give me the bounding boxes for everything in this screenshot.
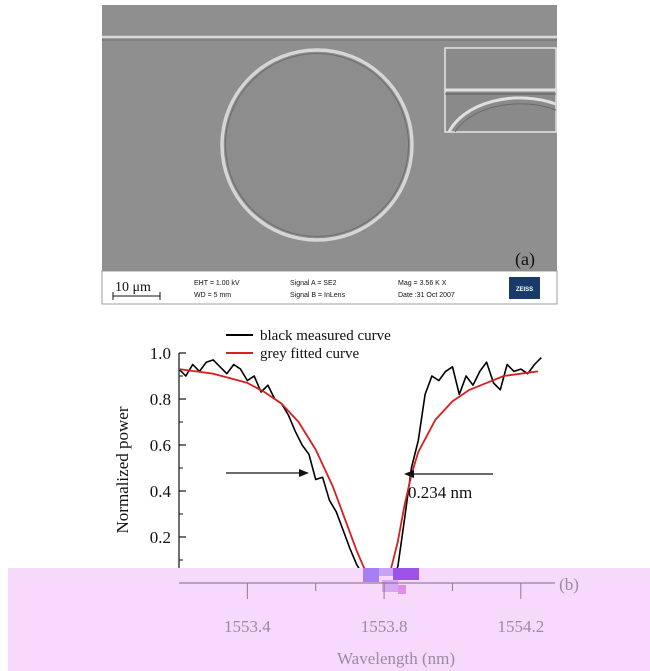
zeiss-logo: ZEISS <box>509 277 540 299</box>
wd-readout: WD = 5 mm <box>194 292 231 299</box>
plot-series <box>178 357 542 584</box>
overlay-band <box>8 568 650 671</box>
panel-b-label: (b) <box>559 575 579 594</box>
mag-readout: Mag = 3.56 K X <box>398 280 447 287</box>
fwhm-arrow-left <box>299 469 309 477</box>
sem-inset <box>444 47 557 133</box>
legend-label-measured: black measured curve <box>260 328 391 344</box>
scale-bar <box>112 292 161 300</box>
panel-b: black measured curve grey fitted curve 0… <box>8 328 650 671</box>
eht-readout: EHT = 1.00 kV <box>194 280 240 287</box>
fwhm-label: 0.234 nm <box>408 483 472 502</box>
overlay-block-3 <box>393 568 419 580</box>
overlay-block-1 <box>363 568 379 582</box>
panel-a: (a) 10 μm EHT = 1.00 kV WD = 5 mm Signal… <box>101 5 558 305</box>
fwhm-arrow-right <box>404 470 414 478</box>
x-tick-label: 1553.8 <box>361 617 408 636</box>
y-tick-label: 0.6 <box>150 436 171 455</box>
y-ticks: 0.00.20.40.60.81.0 <box>150 344 186 593</box>
legend-label-fitted: grey fitted curve <box>260 346 359 362</box>
legend: black measured curve grey fitted curve <box>226 328 391 362</box>
sem-info-bar <box>101 270 558 305</box>
x-axis-label: Wavelength (nm) <box>337 649 455 668</box>
scale-bar-label: 10 μm <box>115 280 151 295</box>
microdisk-ring-shadow <box>225 53 409 237</box>
y-tick-label: 0.2 <box>150 528 171 547</box>
measured-curve <box>178 357 542 584</box>
y-axis-label: Normalized power <box>113 406 132 533</box>
microdisk-ring <box>220 48 414 242</box>
y-tick-label: 0.4 <box>150 482 172 501</box>
signal-b-readout: Signal B = InLens <box>290 292 346 299</box>
overlay-block-5 <box>398 585 406 594</box>
fwhm-annotation: 0.234 nm <box>226 469 493 502</box>
date-readout: Date :31 Oct 2007 <box>398 292 455 299</box>
x-tick-label: 1554.2 <box>497 617 544 636</box>
svg-text:ZEISS: ZEISS <box>516 287 533 293</box>
y-tick-label: 1.0 <box>150 344 171 363</box>
panel-a-label: (a) <box>515 249 535 270</box>
x-tick-label: 1553.4 <box>224 617 271 636</box>
signal-a-readout: Signal A = SE2 <box>290 280 337 287</box>
y-tick-label: 0.8 <box>150 390 171 409</box>
x-ticks: 1553.4 1553.8 1554.2 <box>224 583 544 636</box>
fitted-curve <box>178 368 539 584</box>
